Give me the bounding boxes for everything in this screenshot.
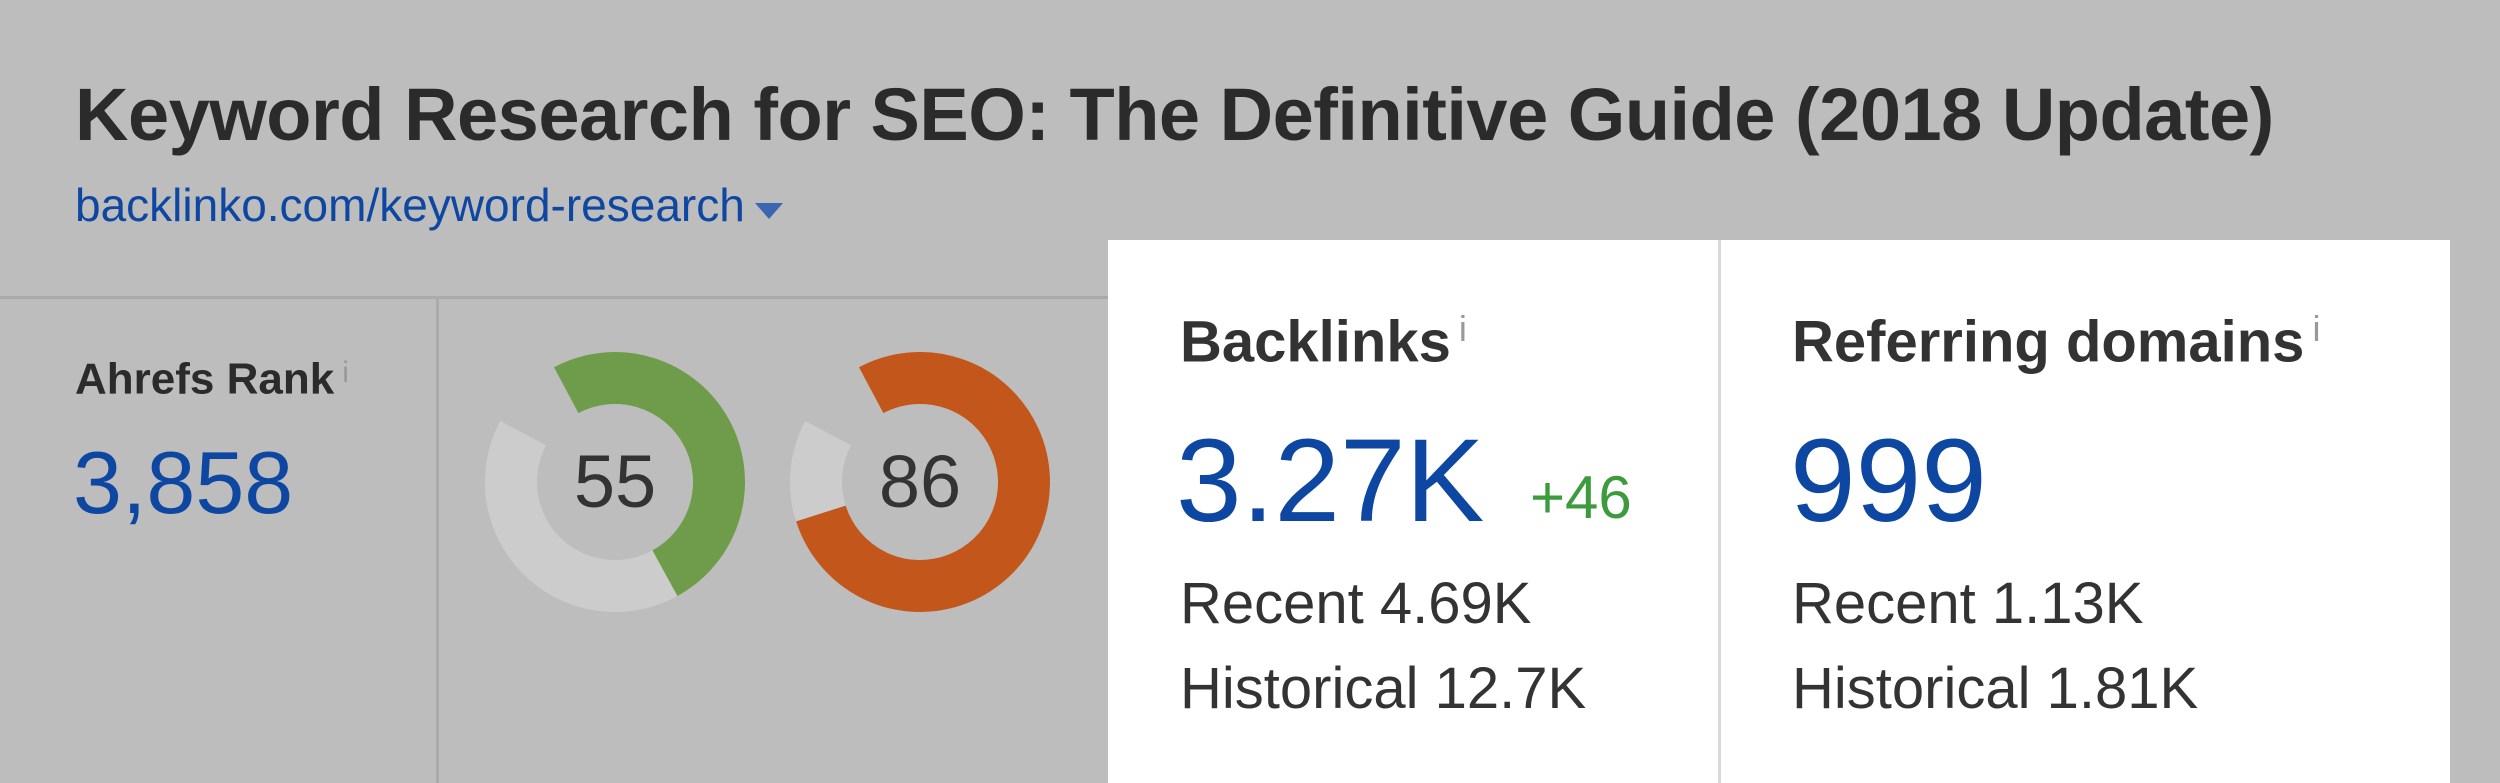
page-url-link[interactable]: backlinko.com/keyword-research: [75, 179, 745, 231]
referring-domains-title: Referring domains i: [1792, 308, 2320, 375]
caret-down-icon[interactable]: [754, 203, 783, 219]
dr-value: 86: [878, 440, 962, 523]
ur-value: 55: [573, 440, 657, 523]
info-icon[interactable]: i: [2312, 308, 2321, 349]
backlinks-delta[interactable]: +46: [1530, 464, 1632, 531]
ur-gauge: 55: [485, 352, 745, 612]
referring-domains-historical: Historical 1.81K: [1792, 655, 2198, 722]
historical-label: Historical: [1792, 656, 2031, 721]
referring-domains-value[interactable]: 999: [1790, 415, 1987, 547]
ahrefs-rank-label: Ahrefs Rank i: [75, 352, 349, 405]
dr-gauge: 86: [790, 352, 1050, 612]
panel-divider: [1718, 240, 1721, 783]
backlinks-recent: Recent 4.69K: [1180, 570, 1531, 637]
url-row: backlinko.com/keyword-research: [75, 178, 783, 232]
ahrefs-rank-value[interactable]: 3,858: [73, 433, 294, 532]
backlinks-historical: Historical 12.7K: [1180, 655, 1586, 722]
recent-value[interactable]: 1.13K: [1991, 571, 2144, 636]
historical-label: Historical: [1180, 656, 1419, 721]
recent-label: Recent: [1180, 571, 1364, 636]
info-icon[interactable]: i: [1458, 308, 1467, 349]
info-icon[interactable]: i: [342, 356, 349, 389]
historical-value[interactable]: 1.81K: [2046, 656, 2199, 721]
referring-domains-title-text: Referring domains: [1792, 309, 2305, 375]
backlinks-value[interactable]: 3.27K: [1176, 415, 1485, 547]
page-title: Keyword Research for SEO: The Definitive…: [75, 73, 2274, 156]
backlinks-title-text: Backlinks: [1180, 309, 1451, 375]
ahrefs-rank-label-text: Ahrefs Rank: [75, 354, 335, 404]
recent-label: Recent: [1792, 571, 1976, 636]
backlinks-title: Backlinks i: [1180, 308, 1467, 375]
referring-domains-recent: Recent 1.13K: [1792, 570, 2143, 637]
ur-gauge-ring: [485, 352, 745, 612]
recent-value[interactable]: 4.69K: [1379, 571, 1532, 636]
stats-panel: [1108, 240, 2450, 783]
historical-value[interactable]: 12.7K: [1434, 656, 1587, 721]
dr-gauge-ring: [790, 352, 1050, 612]
gauge-fill: [554, 352, 745, 597]
column-divider: [436, 298, 439, 783]
section-divider: [0, 296, 1108, 299]
gauge-fill: [796, 352, 1050, 612]
